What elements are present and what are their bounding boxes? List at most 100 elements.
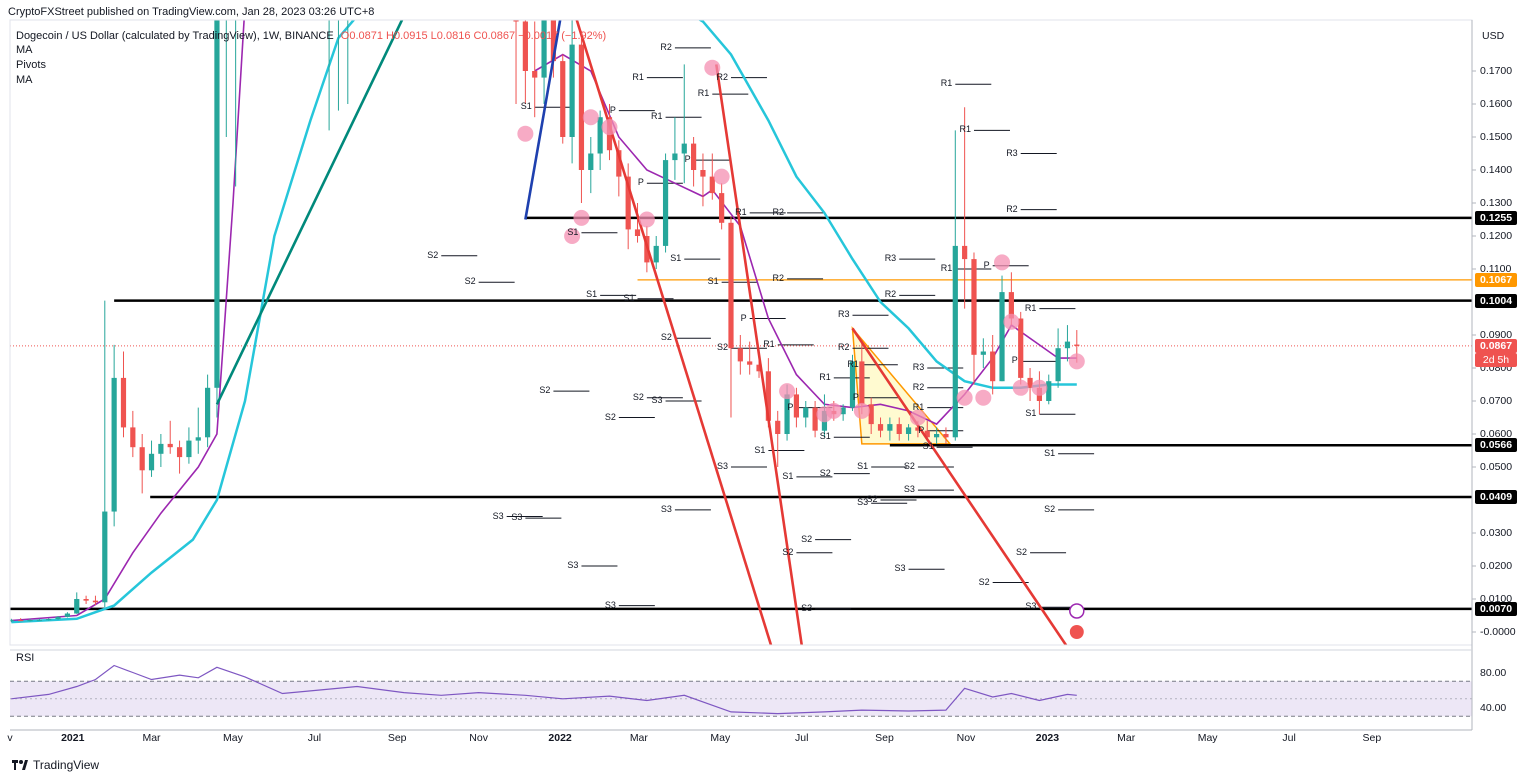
candle-body: [10, 620, 14, 622]
candle: [962, 107, 968, 309]
candle-body: [924, 430, 930, 438]
indicator-ma-1[interactable]: MA: [16, 44, 33, 56]
highlight-circle: [975, 389, 992, 406]
candle: [532, 21, 538, 118]
indicator-pivots[interactable]: Pivots: [16, 59, 46, 71]
pivot-label: S1: [520, 101, 532, 112]
pivot-label: P: [918, 424, 925, 435]
symbol-name: Dogecoin / US Dollar (calculated by Trad…: [16, 30, 334, 42]
candle-body: [55, 616, 61, 620]
candle: [990, 335, 996, 395]
highlight-circle: [638, 211, 655, 228]
pivot-label: S1: [1044, 447, 1056, 458]
candle-body: [195, 437, 201, 441]
candle: [999, 275, 1005, 382]
candle: [195, 407, 201, 454]
candle-body: [560, 61, 566, 137]
candle: [896, 417, 902, 441]
pivot-label: S2: [782, 546, 794, 557]
candle-body: [840, 407, 846, 415]
pivot-label: R3: [884, 253, 897, 264]
candle-body: [915, 427, 921, 431]
candle-body: [27, 620, 33, 622]
tradingview-footer[interactable]: TradingView: [12, 758, 99, 772]
pivot-label: R1: [940, 263, 953, 273]
slow-ma-line: [11, 20, 356, 624]
x-tick-label: 2023: [1035, 732, 1060, 744]
pivot-label: S3: [492, 510, 504, 521]
candle-body: [672, 153, 678, 161]
trendlines: [215, 20, 1068, 645]
candle-body: [167, 443, 173, 448]
candle-body: [616, 150, 622, 177]
pivot-label: R1: [1024, 302, 1037, 313]
pivot-label: S2: [819, 467, 831, 478]
trendline: [575, 20, 773, 645]
fast-ma-line: [534, 53, 1077, 426]
indicator-ma-2[interactable]: MA: [16, 74, 33, 86]
highlight-circle: [517, 125, 534, 142]
candle: [971, 252, 977, 385]
candle: [691, 137, 697, 187]
x-tick-label: Mar: [629, 732, 648, 744]
candle: [27, 618, 33, 622]
candle-body: [130, 427, 136, 448]
candle: [700, 153, 706, 207]
candle-body: [803, 407, 809, 418]
pivot-label: S3: [567, 560, 579, 570]
candle-body: [176, 447, 183, 458]
candle-body: [541, 20, 547, 78]
rsi-label[interactable]: RSI: [16, 652, 35, 664]
pivot-label: S1: [782, 470, 794, 481]
rsi-tick-label: 40.00: [1480, 701, 1507, 714]
candle: [634, 203, 641, 243]
highlight-circle: [825, 402, 842, 419]
candle-body: [597, 117, 603, 154]
trendline: [215, 20, 404, 405]
candle: [662, 153, 669, 253]
candle-body: [962, 245, 968, 260]
fast-ma-line: [11, 20, 245, 622]
candle: [812, 401, 818, 438]
highlight-circle: [956, 389, 973, 406]
candle: [737, 335, 743, 375]
candle-body: [1018, 318, 1024, 378]
candle-body: [793, 394, 800, 418]
pivot-levels: [441, 47, 1095, 610]
key-level-badge: 0.1067: [1475, 272, 1517, 287]
pivot-label: S1: [754, 444, 766, 455]
x-tick-label: Sep: [1362, 732, 1382, 744]
candle: [158, 434, 164, 467]
candle-body: [74, 599, 80, 614]
candle: [793, 387, 800, 428]
candle: [719, 183, 725, 230]
candle: [952, 130, 958, 441]
x-tick-label: Sep: [875, 732, 894, 744]
pivot-label: P: [787, 401, 794, 412]
pivot-label: S2: [978, 576, 990, 587]
candle: [337, 20, 339, 111]
candle: [347, 20, 349, 104]
candle-body: [709, 176, 715, 194]
pivot-label: S3: [660, 503, 672, 514]
candle: [111, 344, 117, 527]
pivot-label: P: [609, 104, 616, 115]
currency-label: USD: [1482, 30, 1505, 42]
highlight-circle: [853, 402, 870, 419]
x-tick-label: May: [710, 732, 731, 744]
pivot-label: R2: [837, 342, 850, 353]
y-tick-label: 0.0300: [1480, 527, 1513, 539]
y-tick-label: 0.0200: [1480, 560, 1513, 572]
highlight-markers: [517, 59, 1085, 426]
candle: [186, 427, 192, 464]
pivot-label: R1: [735, 206, 747, 217]
pivot-label: R1: [912, 401, 925, 412]
pivot-label: P: [852, 391, 859, 402]
pivot-label: R3: [912, 362, 925, 372]
candle: [541, 20, 547, 104]
candle: [522, 20, 528, 104]
pivot-label: R2: [1006, 203, 1018, 214]
pivot-label: S1: [819, 431, 831, 442]
pivot-label: R1: [763, 338, 775, 349]
